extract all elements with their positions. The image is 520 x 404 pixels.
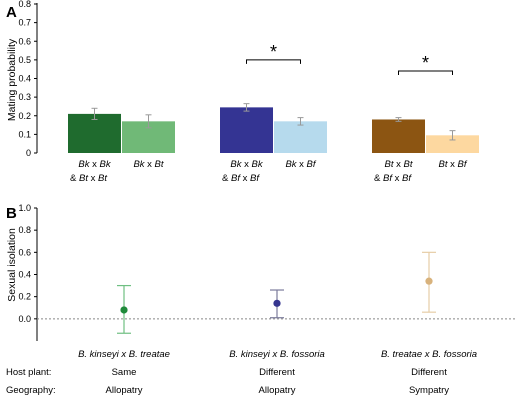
panel-b-y-ticks: 1.0 0.8 0.6 0.4 0.2 0.0 bbox=[18, 203, 37, 324]
category-label: B. treatae x B. fossoria bbox=[381, 349, 477, 360]
panel-a-y-ticks: 0 0.1 0.2 0.3 0.4 0.5 0.6 0.7 0.8 bbox=[18, 0, 37, 158]
host-plant-label: Host plant: bbox=[6, 367, 51, 378]
bar bbox=[426, 135, 479, 153]
category-label: B. kinseyi x B. treatae bbox=[78, 349, 170, 360]
category-label: Bt x Bf bbox=[439, 159, 468, 170]
significance-bracket bbox=[246, 59, 301, 64]
y-tick-label: 0.6 bbox=[18, 36, 31, 46]
category-label: B. kinseyi x B. fossoria bbox=[229, 349, 325, 360]
y-tick-label: 0.2 bbox=[18, 111, 31, 121]
category-label: Bk x Bk bbox=[78, 159, 111, 170]
panel-b-footer: Same Different Different Allopatry Allopatry… bbox=[106, 367, 450, 396]
panel-a-categories: Bk x Bk & Bt x Bt Bk x Bt Bk x Bk & Bf x Bf B… bbox=[70, 159, 468, 184]
bar bbox=[274, 121, 327, 153]
category-label: & Bf x Bf bbox=[222, 173, 260, 184]
category-label: Bk x Bt bbox=[133, 159, 163, 170]
y-tick-label: 0.0 bbox=[18, 314, 31, 324]
panel-b: B Sexual isolation 1.0 0.8 0.6 0.4 0.2 0.0 B.… bbox=[6, 203, 515, 396]
panel-b-label: B bbox=[6, 205, 17, 222]
panel-b-points bbox=[117, 251, 436, 334]
data-point bbox=[273, 299, 281, 307]
panel-a-ylabel: Mating probability bbox=[6, 38, 18, 121]
category-label: Bt x Bt bbox=[385, 159, 413, 170]
significance-star: * bbox=[422, 53, 429, 73]
category-label: & Bt x Bt bbox=[70, 173, 107, 184]
panel-a-significance: ** bbox=[246, 42, 453, 76]
bar bbox=[372, 119, 425, 153]
data-point bbox=[120, 306, 128, 314]
y-tick-label: 0.8 bbox=[18, 225, 31, 235]
panel-a-bars bbox=[68, 103, 479, 153]
significance-star: * bbox=[270, 42, 277, 62]
significance-bracket bbox=[398, 70, 453, 76]
geography-value: Sympatry bbox=[409, 385, 449, 396]
data-point bbox=[425, 277, 433, 285]
y-tick-label: 0.4 bbox=[18, 74, 31, 84]
panel-b-categories: B. kinseyi x B. treatae B. kinseyi x B. f… bbox=[78, 349, 477, 360]
category-label: Bk x Bf bbox=[285, 159, 316, 170]
panel-b-ylabel: Sexual isolation bbox=[6, 228, 18, 302]
panel-a: A Mating probability 0 0.1 0.2 0.3 0.4 0.5 0.6… bbox=[6, 0, 479, 184]
panel-a-label: A bbox=[6, 4, 17, 21]
category-label: Bk x Bk bbox=[230, 159, 263, 170]
geography-value: Allopatry bbox=[259, 385, 296, 396]
geography-label: Geography: bbox=[6, 385, 56, 396]
bar bbox=[68, 113, 121, 153]
y-tick-label: 1.0 bbox=[18, 203, 31, 213]
host-plant-value: Different bbox=[259, 367, 295, 378]
y-tick-label: 0.8 bbox=[18, 0, 31, 9]
category-label: & Bf x Bf bbox=[374, 173, 412, 184]
bar bbox=[220, 107, 273, 153]
host-plant-value: Same bbox=[112, 367, 137, 378]
y-tick-label: 0.6 bbox=[18, 247, 31, 257]
y-tick-label: 0.2 bbox=[18, 292, 31, 302]
y-tick-label: 0.5 bbox=[18, 55, 31, 65]
y-tick-label: 0.7 bbox=[18, 18, 31, 28]
y-tick-label: 0.4 bbox=[18, 270, 31, 280]
geography-value: Allopatry bbox=[106, 385, 143, 396]
y-tick-label: 0 bbox=[26, 148, 31, 158]
y-tick-label: 0.1 bbox=[18, 129, 31, 139]
y-tick-label: 0.3 bbox=[18, 92, 31, 102]
host-plant-value: Different bbox=[411, 367, 447, 378]
